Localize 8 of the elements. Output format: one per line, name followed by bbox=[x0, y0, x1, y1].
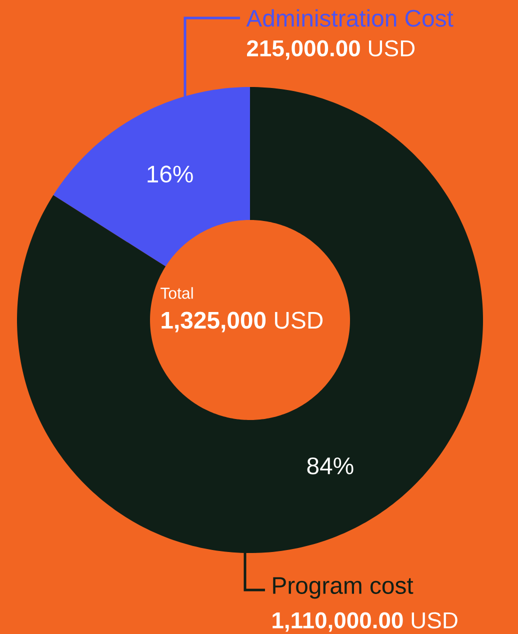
data-label: 16% bbox=[148, 166, 193, 183]
data-label: 84% bbox=[307, 457, 354, 474]
text: 1,110,000.00 USD bbox=[272, 612, 458, 632]
text: 1,325,000 USD bbox=[162, 312, 323, 332]
slice-label: Program cost bbox=[273, 577, 414, 599]
text: Total bbox=[160, 287, 193, 299]
slice-label: Administration Cost bbox=[246, 9, 454, 27]
text: 215,000.00 USD bbox=[247, 40, 415, 60]
